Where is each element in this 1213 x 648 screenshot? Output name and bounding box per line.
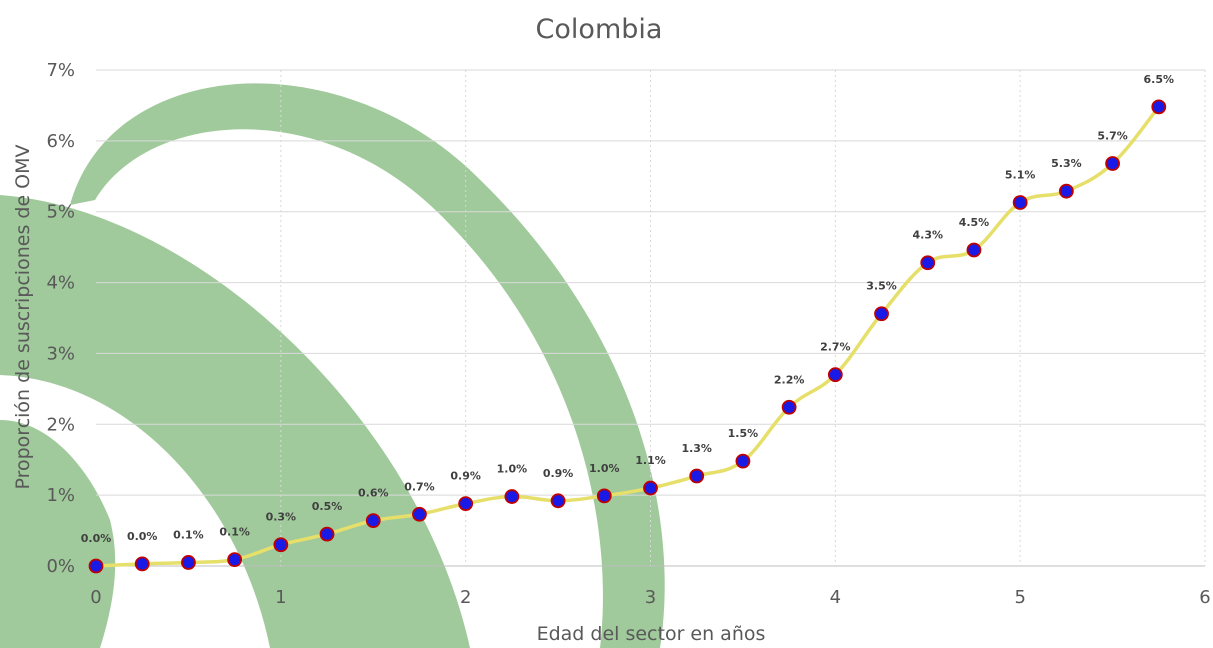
data-point (458, 496, 474, 512)
watermark-arc-inner (0, 195, 470, 648)
data-point (181, 555, 196, 570)
y-axis-ticks: 0% 1% 2% 3% 4% 5% 6% 7% (46, 60, 75, 577)
data-point (273, 537, 289, 553)
y-tick-label: 5% (46, 202, 75, 223)
y-tick-label: 4% (46, 273, 75, 294)
data-label: 0.1% (173, 528, 204, 541)
y-tick-label: 1% (46, 485, 75, 506)
data-point (781, 399, 797, 415)
x-tick-label: 0 (90, 587, 101, 608)
data-point (365, 513, 381, 529)
data-label: 1.0% (497, 463, 528, 476)
x-tick-label: 5 (1014, 587, 1025, 608)
x-axis-ticks: 0 1 2 3 4 5 6 (90, 587, 1210, 608)
series (88, 99, 1167, 574)
data-label: 0.5% (312, 500, 343, 513)
data-label: 0.1% (219, 526, 250, 539)
data-point (827, 367, 843, 383)
data-label: 1.0% (589, 462, 620, 475)
data-label: 4.5% (959, 216, 990, 229)
data-label: 5.7% (1097, 130, 1128, 143)
data-point (966, 242, 982, 258)
data-point (1105, 156, 1120, 171)
x-tick-label: 3 (645, 587, 656, 608)
y-tick-label: 0% (46, 556, 75, 577)
data-point (1151, 99, 1167, 115)
data-label: 0.6% (358, 487, 389, 500)
data-point (88, 558, 104, 574)
data-point (643, 480, 658, 496)
data-point (920, 255, 936, 271)
x-tick-label: 1 (275, 587, 286, 608)
data-label: 1.1% (635, 454, 666, 467)
y-axis-title: Proporción de suscripciones de OMV (12, 144, 34, 489)
y-tick-label: 6% (46, 131, 75, 152)
data-point (1058, 183, 1074, 199)
data-point (1012, 195, 1028, 210)
x-tick-label: 2 (460, 587, 471, 608)
data-label: 5.1% (1005, 169, 1036, 182)
data-point (874, 306, 889, 322)
data-label: 6.5% (1144, 73, 1175, 86)
data-point (550, 493, 566, 509)
data-labels: 0.0% 0.0% 0.1% 0.1% 0.3% 0.5% 0.6% 0.7% 0.9% 1.0%… (81, 73, 1174, 545)
data-label: 5.3% (1051, 157, 1082, 170)
data-label: 0.0% (81, 532, 112, 545)
x-tick-label: 6 (1199, 587, 1210, 608)
data-label: 0.9% (543, 467, 574, 480)
data-point (735, 453, 751, 469)
watermark-arc-bottom (0, 420, 116, 648)
data-label: 1.3% (681, 442, 712, 455)
data-label: 0.9% (450, 470, 481, 483)
x-tick-label: 4 (830, 587, 841, 608)
data-point (689, 468, 705, 484)
data-point (134, 556, 150, 572)
data-label: 3.5% (866, 280, 897, 293)
data-label: 0.7% (404, 480, 435, 493)
watermark-arc-outer (70, 83, 665, 648)
y-tick-label: 3% (46, 343, 75, 364)
data-label: 4.3% (912, 229, 943, 242)
data-label: 0.3% (266, 511, 297, 524)
data-label: 2.7% (820, 341, 851, 354)
data-point (412, 506, 427, 522)
data-label: 1.5% (728, 427, 759, 440)
chart-title: Colombia (536, 14, 663, 45)
data-label: 2.2% (774, 373, 805, 386)
data-point (504, 489, 520, 504)
y-tick-label: 7% (46, 60, 75, 81)
data-label: 0.0% (127, 530, 158, 543)
data-point (596, 488, 612, 504)
x-axis-title: Edad del sector en años (537, 623, 766, 645)
data-point (319, 526, 335, 542)
data-point (227, 552, 243, 568)
background-watermark (0, 83, 665, 648)
y-tick-label: 2% (46, 414, 75, 435)
